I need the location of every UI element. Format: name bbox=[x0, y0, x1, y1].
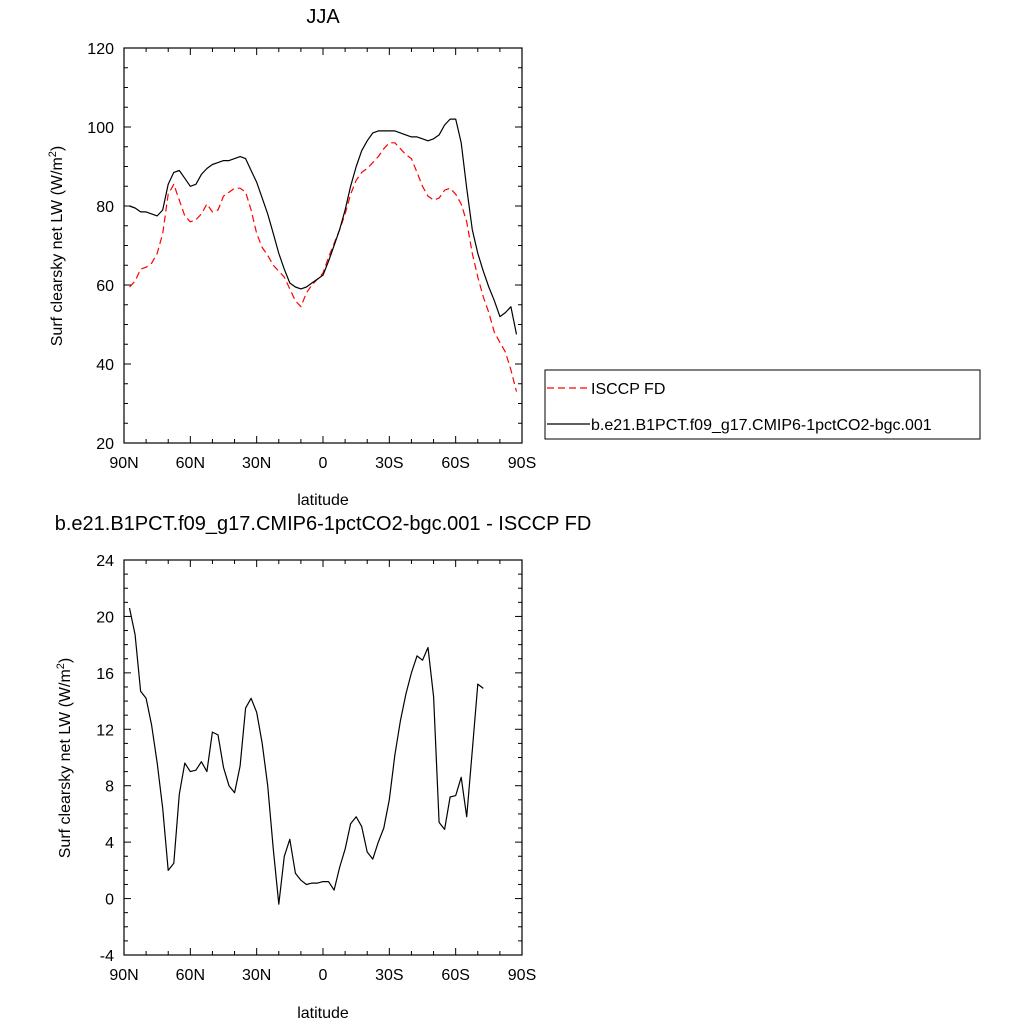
chart-top-ylabel: Surf clearsky net LW (W/m2) bbox=[47, 146, 66, 347]
chart-top-frame bbox=[123, 47, 523, 444]
chart-bottom-ylabel-close: ) bbox=[57, 658, 74, 663]
x-tick-label: 90S bbox=[508, 967, 536, 984]
chart-bottom-ylabel-sup: 2 bbox=[55, 663, 67, 669]
chart-top-ylabel-main: Surf clearsky net LW (W/m bbox=[49, 157, 66, 346]
y-tick-label: 12 bbox=[96, 722, 114, 739]
y-tick-label: 80 bbox=[96, 199, 114, 216]
x-tick-label: 60N bbox=[176, 967, 205, 984]
x-tick-label: 90N bbox=[109, 455, 138, 472]
y-tick-label: 20 bbox=[96, 436, 114, 453]
y-tick-label: 24 bbox=[96, 553, 114, 570]
chart-top-ylabel-close: ) bbox=[49, 146, 66, 151]
y-tick-label: 120 bbox=[87, 41, 114, 58]
x-tick-label: 30S bbox=[375, 455, 403, 472]
legend-label-model: b.e21.B1PCT.f09_g17.CMIP6-1pctCO2-bgc.00… bbox=[591, 417, 932, 434]
y-tick-label: 8 bbox=[105, 779, 114, 796]
y-tick-label: -4 bbox=[100, 948, 114, 965]
x-tick-label: 60N bbox=[176, 455, 205, 472]
legend-frame bbox=[544, 369, 981, 440]
legend-label-isccp: ISCCP FD bbox=[591, 381, 665, 398]
y-tick-label: 40 bbox=[96, 357, 114, 374]
chart-bottom-xlabel: latitude bbox=[297, 1005, 349, 1022]
x-tick-label: 60S bbox=[441, 455, 469, 472]
x-tick-label: 60S bbox=[441, 967, 469, 984]
x-tick-label: 30N bbox=[242, 455, 271, 472]
y-tick-label: 16 bbox=[96, 666, 114, 683]
series-line-difference bbox=[128, 607, 484, 905]
y-tick-label: 100 bbox=[87, 120, 114, 137]
y-tick-label: 0 bbox=[105, 892, 114, 909]
x-tick-label: 0 bbox=[319, 967, 328, 984]
chart-top-title: JJA bbox=[306, 6, 340, 28]
chart-top-ylabel-sup: 2 bbox=[47, 151, 59, 157]
chart-bottom-ylabel: Surf clearsky net LW (W/m2) bbox=[55, 658, 74, 859]
x-tick-label: 90S bbox=[508, 455, 536, 472]
y-tick-label: 20 bbox=[96, 609, 114, 626]
y-tick-label: 60 bbox=[96, 278, 114, 295]
chart-top-legend: ISCCP FD b.e21.B1PCT.f09_g17.CMIP6-1pctC… bbox=[544, 369, 981, 440]
chart-bottom-title: b.e21.B1PCT.f09_g17.CMIP6-1pctCO2-bgc.00… bbox=[55, 513, 592, 535]
chart-top-xlabel: latitude bbox=[297, 492, 349, 509]
chart-top: JJA Surf clearsky net LW (W/m2) latitude… bbox=[47, 6, 981, 509]
series-line-isccp bbox=[129, 142, 518, 392]
x-tick-label: 30N bbox=[242, 967, 271, 984]
x-tick-label: 0 bbox=[319, 455, 328, 472]
chart-bottom-frame bbox=[123, 559, 523, 956]
series-line-model bbox=[129, 118, 518, 335]
x-tick-label: 90N bbox=[109, 967, 138, 984]
y-tick-label: 4 bbox=[105, 835, 114, 852]
chart-bottom-ylabel-main: Surf clearsky net LW (W/m bbox=[57, 669, 74, 858]
chart-bottom: b.e21.B1PCT.f09_g17.CMIP6-1pctCO2-bgc.00… bbox=[55, 513, 592, 1022]
x-tick-label: 30S bbox=[375, 967, 403, 984]
